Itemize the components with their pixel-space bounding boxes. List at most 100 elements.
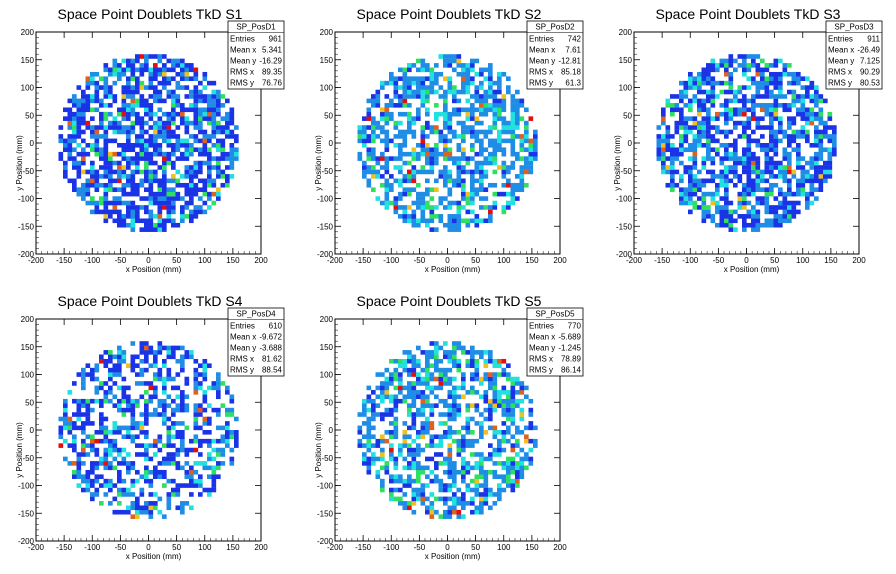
histogram-bin [447,147,453,153]
histogram-bin [198,492,203,497]
histogram-bin [501,478,507,484]
histogram-bin [688,196,693,201]
histogram-bin [162,196,167,201]
histogram-bin [402,218,408,224]
histogram-bin [492,80,498,86]
histogram-bin [715,222,720,228]
histogram-bin [420,376,426,382]
histogram-bin [130,209,136,215]
histogram-bin [90,71,95,77]
histogram-bin [497,372,502,377]
histogram-bin [778,169,783,175]
histogram-bin [697,178,702,184]
histogram-bin [443,398,448,404]
histogram-bin [724,174,729,179]
histogram-bin [180,434,185,440]
histogram-bin [371,390,376,395]
histogram-bin [384,390,390,395]
histogram-bin [380,151,385,157]
histogram-bin [211,385,217,391]
histogram-bin [121,169,127,175]
histogram-bin [72,120,77,126]
histogram-bin [99,416,104,422]
histogram-bin [818,156,824,161]
histogram-bin [674,120,680,126]
stats-box-name: SP_PosD3 [834,23,874,32]
histogram-bin [389,443,394,448]
histogram-bin [724,187,729,192]
histogram-bin [706,209,711,215]
histogram-bin [229,156,235,161]
histogram-bin [742,191,747,197]
histogram-bin [814,143,819,148]
histogram-bin [724,218,729,224]
histogram-bin [474,178,480,184]
histogram-bin [470,443,475,448]
histogram-bin [742,147,747,153]
histogram-bin [130,205,136,210]
histogram-bin [474,187,480,192]
histogram-bin [58,125,64,130]
histogram-bin [737,156,743,161]
histogram-bin [202,94,208,99]
histogram-bin [665,143,671,148]
histogram-bin [166,67,172,73]
histogram-bin [728,80,734,86]
histogram-bin [488,469,493,475]
histogram-bin [665,138,671,144]
histogram-bin [827,125,833,130]
histogram-bin [679,134,684,139]
histogram-bin [135,501,140,506]
histogram-bin [420,125,426,130]
histogram-bin [755,116,761,121]
histogram-bin [135,443,140,448]
histogram-bin [162,174,167,179]
histogram-bin [701,200,707,206]
histogram-bin [175,103,181,108]
histogram-bin [474,407,480,413]
histogram-bin [737,89,743,95]
histogram-bin [189,134,194,139]
histogram-bin [380,385,385,391]
histogram-bin [180,421,185,426]
histogram-bin [719,169,725,175]
histogram-bin [506,438,511,444]
histogram-bin [796,143,801,148]
histogram-bin [126,80,131,86]
histogram-bin [447,390,453,395]
histogram-bin [90,143,95,148]
histogram-bin [760,67,765,73]
histogram-bin [515,103,520,108]
histogram-bin [465,461,471,466]
histogram-bin [121,461,127,466]
histogram-bin [175,385,181,391]
histogram-bin [438,196,444,201]
bin-group [656,54,837,232]
histogram-bin [773,71,779,77]
histogram-bin [764,218,770,224]
histogram-bin [130,107,136,113]
x-tick-label: 50 [770,256,779,265]
histogram-bin [447,111,453,117]
histogram-bin [180,120,185,126]
histogram-bin [171,120,176,126]
histogram-bin [670,111,675,117]
histogram-bin [72,425,77,431]
histogram-bin [144,452,149,457]
histogram-bin [362,169,367,175]
histogram-bin [189,107,194,113]
histogram-bin [162,376,167,382]
histogram-bin [162,111,167,117]
histogram-bin [515,125,520,130]
histogram-bin [162,403,167,408]
histogram-bin [661,160,666,166]
histogram-bin [72,98,77,104]
histogram-bin [153,160,158,166]
histogram-bin [769,80,774,86]
histogram-bin [429,509,435,515]
histogram-bin [153,67,158,73]
histogram-bin [171,218,176,224]
histogram-bin [787,156,792,161]
histogram-bin [692,94,698,99]
histogram-bin [434,350,439,355]
